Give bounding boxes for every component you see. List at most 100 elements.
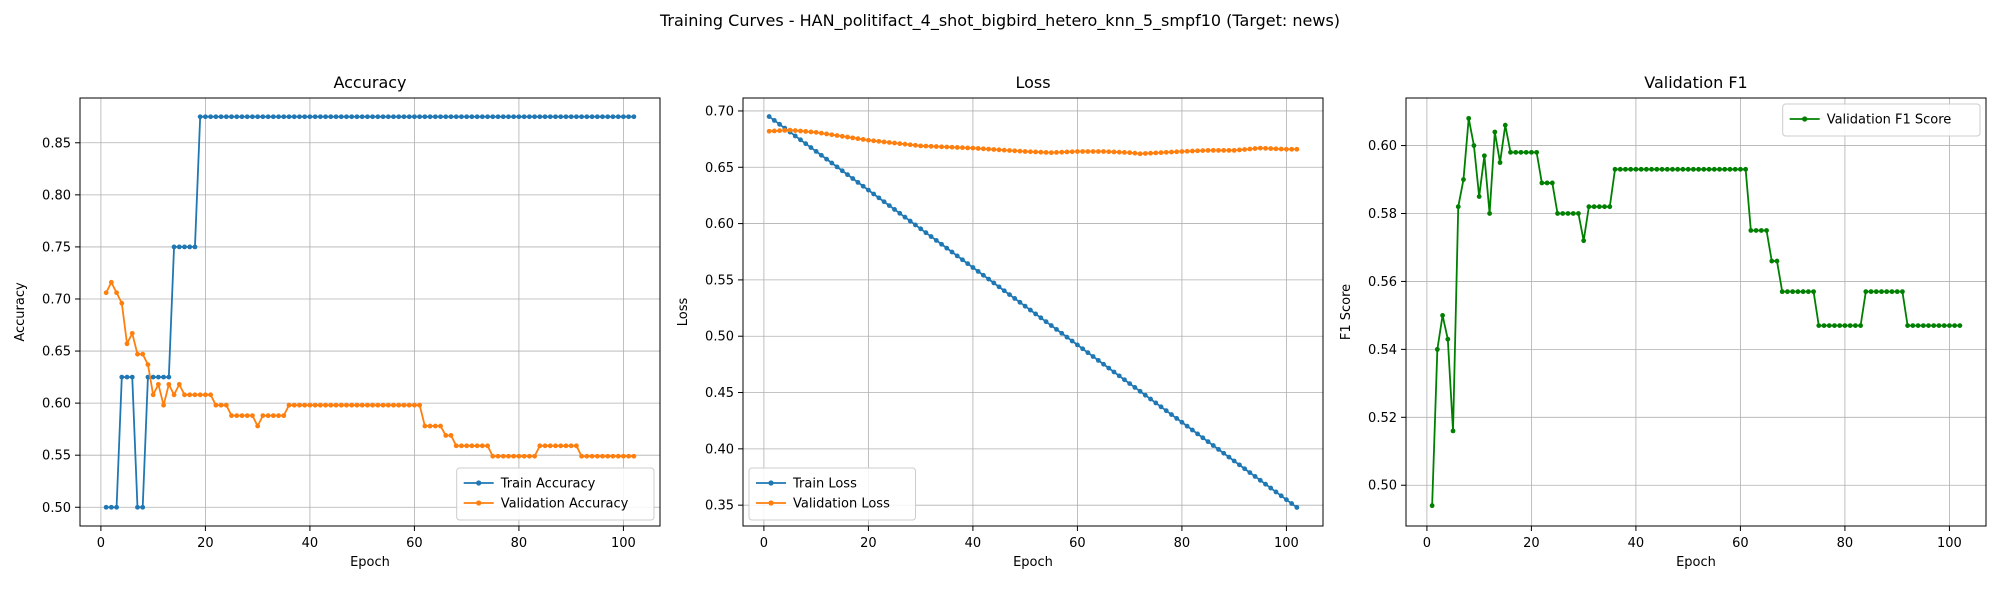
data-point (1231, 458, 1237, 464)
data-point (605, 453, 611, 459)
data-point (203, 392, 208, 398)
y-tick-label: 0.85 (42, 136, 71, 151)
data-point (1242, 147, 1248, 152)
data-point (281, 413, 287, 419)
data-point (260, 413, 266, 419)
data-point (328, 402, 334, 408)
data-point (448, 433, 454, 438)
data-point (1289, 146, 1295, 152)
data-point (1179, 149, 1185, 154)
data-point (1257, 477, 1263, 483)
legend-box (748, 467, 916, 521)
data-point (197, 114, 203, 120)
data-point (1544, 180, 1550, 186)
data-point (1790, 289, 1796, 295)
data-point (349, 402, 355, 408)
data-point (1429, 503, 1435, 509)
data-point (1075, 342, 1080, 348)
data-point (1200, 148, 1206, 154)
data-point (432, 423, 438, 429)
data-point (829, 132, 835, 138)
data-point (401, 402, 407, 408)
data-point (1832, 323, 1837, 328)
legend: Train Loss Validation Loss (748, 467, 916, 521)
data-point (1127, 150, 1133, 156)
data-point (307, 402, 313, 408)
data-point (182, 244, 187, 250)
data-point (114, 504, 119, 510)
legend-entry-label: Validation Loss (793, 497, 890, 512)
data-point (260, 114, 266, 120)
data-point (265, 413, 271, 419)
data-point (834, 133, 840, 138)
data-point (933, 238, 939, 243)
data-point (975, 268, 981, 274)
data-point (485, 443, 490, 449)
data-point (792, 128, 798, 133)
data-point (902, 214, 908, 220)
data-point (1059, 149, 1065, 155)
data-point (1539, 180, 1545, 186)
data-point (1596, 204, 1602, 210)
data-point (526, 114, 532, 120)
y-axis-label: F1 Score (1339, 284, 1354, 340)
data-point (1879, 289, 1884, 295)
data-point (213, 114, 219, 120)
data-point (1711, 166, 1717, 172)
data-point (124, 374, 130, 380)
data-point (798, 128, 803, 134)
data-point (1502, 122, 1508, 128)
data-point (771, 118, 777, 123)
data-point (166, 381, 172, 387)
data-point (860, 137, 866, 142)
data-point (401, 114, 407, 120)
data-point (1137, 151, 1143, 157)
y-tick-label: 0.60 (705, 217, 734, 232)
y-tick-label: 0.50 (42, 501, 71, 516)
data-point (933, 144, 939, 149)
data-point (1685, 166, 1691, 172)
y-axis-label: Loss (676, 298, 691, 327)
data-point (532, 453, 537, 459)
data-point (406, 114, 412, 120)
data-point (621, 114, 626, 120)
data-point (970, 145, 976, 151)
data-point (1884, 289, 1890, 295)
data-point (1221, 450, 1227, 456)
data-point (1268, 146, 1274, 151)
data-point (1926, 323, 1931, 328)
data-point (600, 453, 605, 459)
data-point (907, 142, 913, 148)
data-point (579, 114, 585, 120)
data-point (197, 392, 203, 398)
data-point (176, 244, 182, 250)
data-point (427, 423, 433, 429)
plot-frame (79, 97, 661, 527)
data-point (954, 253, 960, 259)
data-point (1863, 289, 1869, 295)
data-point (140, 351, 146, 357)
data-point (1022, 149, 1028, 154)
data-point (516, 453, 522, 459)
data-point (1612, 166, 1618, 172)
data-point (385, 114, 391, 120)
data-point (1163, 149, 1169, 155)
data-point (427, 114, 433, 120)
data-point (777, 121, 782, 127)
data-point (1263, 481, 1268, 487)
data-point (297, 402, 302, 408)
chart-title: Accuracy (333, 73, 406, 92)
data-point (380, 402, 386, 408)
data-point (495, 114, 501, 120)
data-point (553, 443, 558, 449)
data-point (1842, 323, 1848, 328)
data-point (991, 280, 997, 286)
data-point (918, 226, 924, 232)
data-point (1481, 153, 1487, 159)
data-point (349, 114, 355, 120)
data-point (563, 443, 569, 449)
data-point (208, 114, 214, 120)
data-point (1043, 150, 1049, 155)
data-point (474, 114, 480, 120)
data-point (1738, 166, 1743, 172)
